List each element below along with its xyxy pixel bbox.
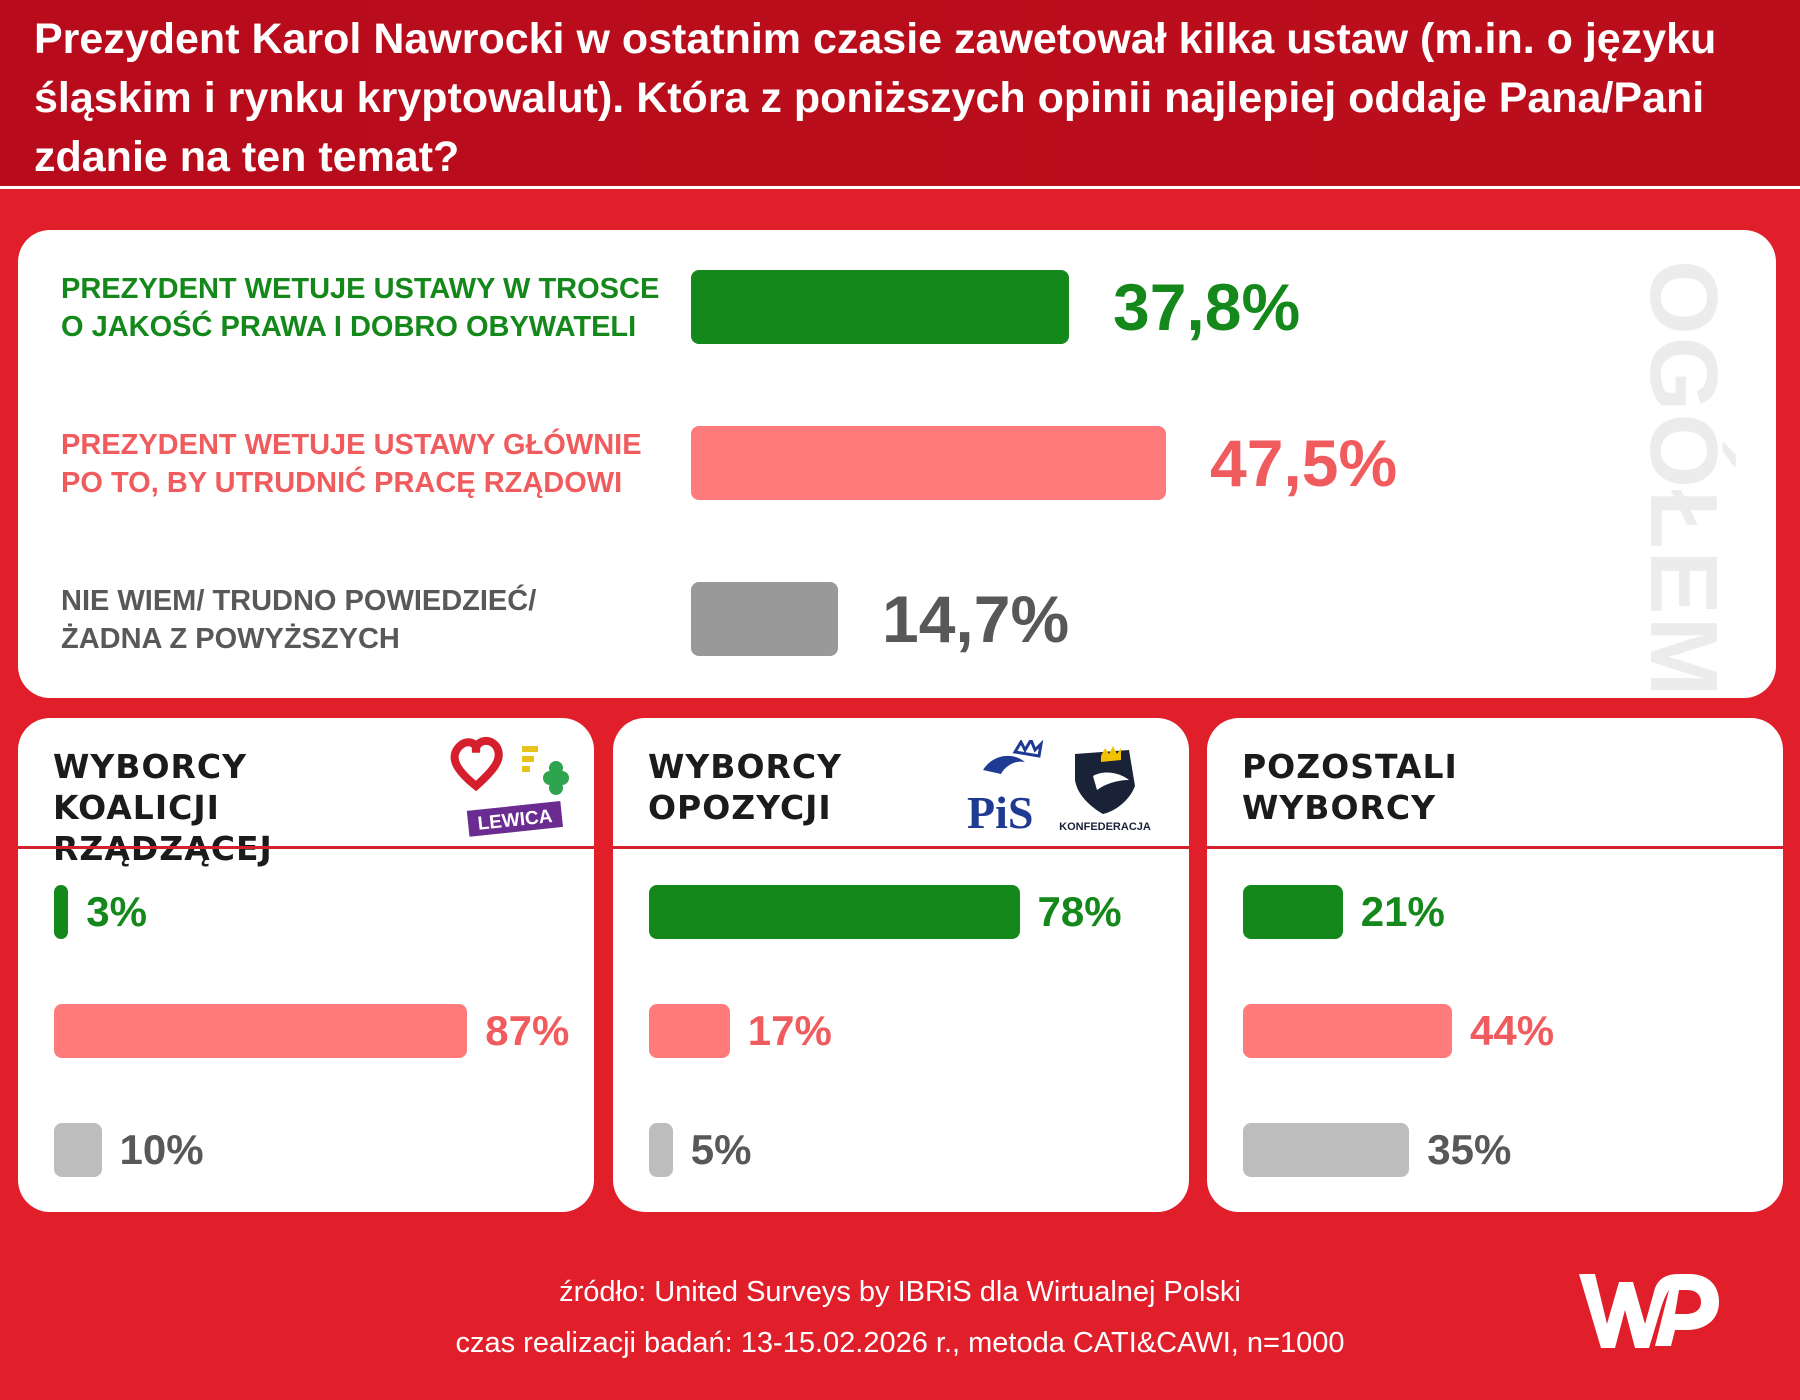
segment-title: WYBORCY OPOZYCJI [648,746,1028,828]
opposition-bar-protect-law [649,885,1020,939]
answer-label-dont-know: NIE WIEM/ TRUDNO POWIEDZIEĆ/ ŻADNA Z POW… [61,582,681,658]
others-bar-dont-know [1243,1123,1410,1177]
method-note: czas realizacji badań: 13-15.02.2026 r.,… [455,1327,1345,1359]
opposition-bar-dont-know [649,1123,673,1177]
konfederacja-eagle-head-icon [1093,772,1129,790]
logo-mark-icon [522,756,534,762]
answer-label-line: PREZYDENT WETUJE USTAWY GŁÓWNIE [61,429,642,461]
konfederacja-logo-text: KONFEDERACJA [1059,821,1151,833]
segment-title: WYBORCY KOALICJI RZĄDZĄCEJ [53,746,433,869]
segment-title: POZOSTALI WYBORCY [1242,746,1622,828]
header-divider [0,186,1800,189]
answer-label-line: PO TO, BY UTRUDNIĆ PRACĘ RZĄDOWI [61,467,623,499]
others-value-protect-law: 21% [1360,888,1445,935]
clover-logo-icon [549,781,563,795]
opposition-bar-obstruct-government [649,1004,730,1058]
segment-title-line: OPOZYCJI [648,788,832,827]
pis-eagle-icon [983,755,1025,774]
others-value-obstruct-government: 44% [1470,1007,1555,1054]
opposition-value-dont-know: 5% [690,1126,752,1173]
opposition-value-obstruct-government: 17% [747,1007,832,1054]
segment-divider [18,846,594,849]
overall-bar-obstruct-government [691,426,1166,500]
overall-chart-card: PREZYDENT WETUJE USTAWY W TROSCE O JAKOŚ… [18,230,1776,698]
coalition-bar-protect-law [54,885,69,939]
segment-title-line: WYBORCY [1242,788,1437,827]
overall-bar-dont-know [691,582,838,656]
overall-bar-protect-law [691,270,1069,344]
lewica-logo-box [466,801,563,837]
overall-value-obstruct-government: 47,5% [1210,426,1398,500]
opposition-party-logos: PiS KONFEDERACJA [967,740,1151,836]
overall-value-dont-know: 14,7% [882,582,1070,656]
wp-logo-icon [1579,1274,1719,1348]
other-voters-card: POZOSTALI WYBORCY 21% 44% 35% [1207,718,1783,1212]
answer-label-line: NIE WIEM/ TRUDNO POWIEDZIEĆ/ [61,585,537,617]
coalition-value-protect-law: 3% [86,888,147,935]
coalition-voters-card: WYBORCY KOALICJI RZĄDZĄCEJ LEWICA 3% 87%… [18,718,594,1212]
header-band [0,0,1800,186]
others-value-dont-know: 35% [1427,1126,1512,1173]
overall-value-protect-law: 37,8% [1113,270,1301,344]
konfederacja-crown-icon [1101,746,1121,762]
coalition-bar-dont-know [54,1123,102,1177]
others-bar-obstruct-government [1243,1004,1452,1058]
others-bar-protect-law [1243,885,1343,939]
opposition-value-protect-law: 78% [1037,888,1122,935]
logo-mark-icon [522,746,538,752]
answer-label-protect-law: PREZYDENT WETUJE USTAWY W TROSCE O JAKOŚ… [61,270,681,346]
pis-logo-text: PiS [967,787,1033,836]
coalition-bar-obstruct-government [54,1004,468,1058]
segment-title-line: WYBORCY [53,747,248,786]
clover-logo-icon [549,761,563,775]
opposition-voters-card: WYBORCY OPOZYCJI PiS KONFEDERACJA 78% 17… [613,718,1189,1212]
segment-title-line: WYBORCY [648,747,843,786]
answer-label-line: O JAKOŚĆ PRAWA I DOBRO OBYWATELI [61,311,637,343]
overall-side-label: OGÓŁEM [1630,260,1737,698]
logo-mark-icon [522,766,530,772]
answer-label-obstruct-government: PREZYDENT WETUJE USTAWY GŁÓWNIE PO TO, B… [61,426,681,502]
segment-title-line: KOALICJI RZĄDZĄCEJ [53,788,273,868]
segment-title-line: POZOSTALI [1242,747,1458,786]
coalition-value-dont-know: 10% [119,1126,204,1173]
segment-divider [1207,846,1783,849]
pis-crown-icon [1012,740,1044,758]
coalition-party-logos: LEWICA [450,736,569,837]
coalition-value-obstruct-government: 87% [485,1007,570,1054]
question-title: Prezydent Karol Nawrocki w ostatnim czas… [34,15,1717,181]
heart-logo-icon [450,736,503,792]
wp-logo [1579,1274,1719,1348]
answer-label-line: ŻADNA Z POWYŻSZYCH [61,623,400,655]
source-note: źródło: United Surveys by IBRiS dla Wirt… [559,1276,1241,1308]
answer-label-line: PREZYDENT WETUJE USTAWY W TROSCE [61,273,660,305]
segment-divider [613,846,1189,849]
